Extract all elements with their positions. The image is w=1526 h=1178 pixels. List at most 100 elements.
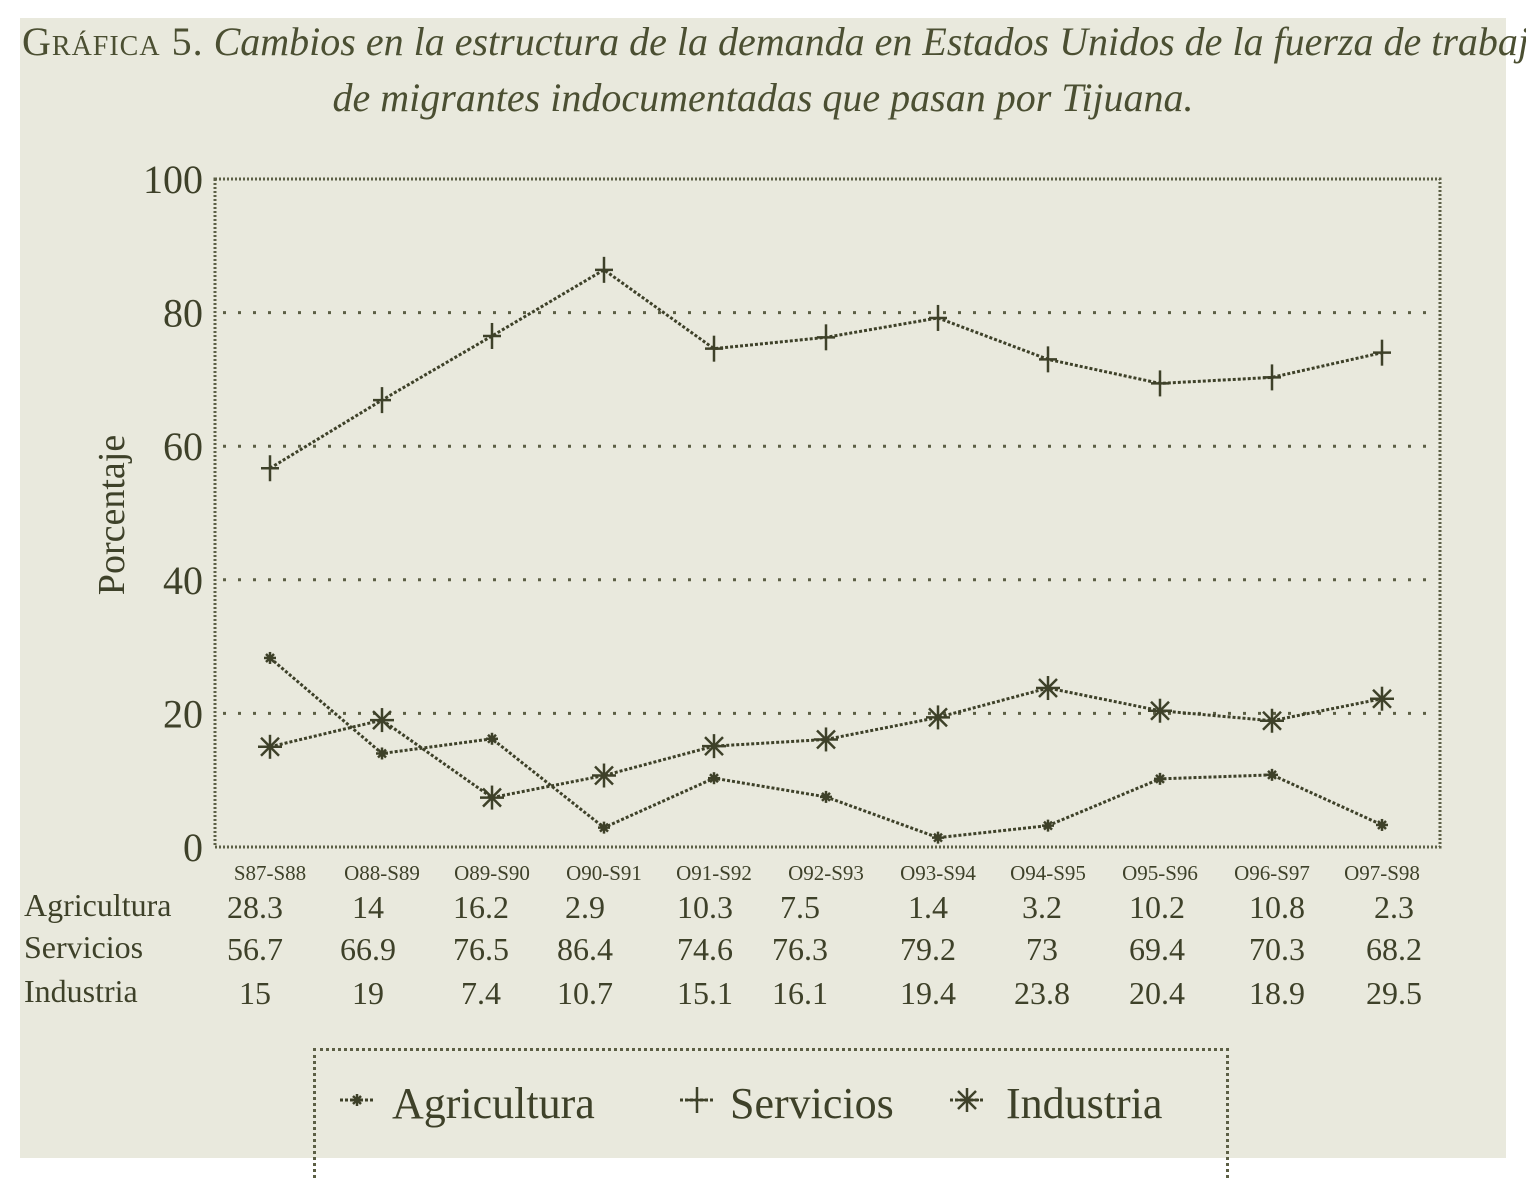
legend-marker-servicios bbox=[688, 1087, 706, 1113]
title-prefix: Gráfica 5. bbox=[22, 19, 204, 64]
data-point-agricultura bbox=[708, 772, 720, 785]
data-point-agricultura bbox=[1154, 772, 1166, 785]
data-point-industria bbox=[258, 734, 282, 759]
legend-box bbox=[313, 1048, 1229, 1178]
data-point-servicios bbox=[1263, 364, 1281, 391]
table-cell: 10.2 bbox=[1129, 889, 1185, 925]
table-cell: 15 bbox=[239, 975, 271, 1011]
data-point-servicios bbox=[483, 322, 501, 349]
data-point-servicios bbox=[261, 455, 279, 482]
data-point-agricultura bbox=[598, 821, 610, 834]
table-cell: 14 bbox=[352, 889, 384, 925]
table-cell: 16.2 bbox=[453, 889, 509, 925]
table-cell: 7.4 bbox=[461, 975, 501, 1011]
series-layer bbox=[258, 256, 1394, 844]
data-point-agricultura bbox=[264, 651, 276, 664]
plot-frame bbox=[213, 177, 1442, 849]
x-tick-label: S87-S88 bbox=[234, 861, 306, 885]
table-cell: 10.8 bbox=[1249, 889, 1305, 925]
data-point-industria bbox=[926, 705, 950, 730]
data-point-servicios bbox=[817, 324, 835, 351]
x-tick-label: O94-S95 bbox=[1010, 861, 1086, 885]
table-cell: 86.4 bbox=[557, 931, 613, 967]
data-point-industria bbox=[592, 763, 616, 788]
data-table: Agricultura 28.3 14 16.2 2.9 10.3 7.5 1.4 3.2 10.… bbox=[24, 887, 1422, 1011]
table-cell: 29.5 bbox=[1366, 975, 1422, 1011]
table-row-label: Industria bbox=[24, 973, 138, 1009]
x-tick-label: O91-S92 bbox=[676, 861, 752, 885]
data-point-agricultura bbox=[1042, 819, 1054, 832]
series-line-servicios bbox=[269, 268, 1383, 470]
x-tick-label: O95-S96 bbox=[1122, 861, 1198, 885]
table-cell: 18.9 bbox=[1249, 975, 1305, 1011]
table-row-label: Agricultura bbox=[24, 887, 172, 923]
legend-label: Agricultura bbox=[392, 1079, 595, 1128]
data-point-agricultura bbox=[1376, 818, 1388, 831]
table-cell: 73 bbox=[1026, 931, 1058, 967]
grid-layer bbox=[223, 311, 1432, 715]
data-point-industria bbox=[1148, 698, 1172, 723]
y-tick-label: 0 bbox=[183, 825, 203, 870]
chart-title-line2: de migrantes indocumentadas que pasan po… bbox=[332, 75, 1194, 120]
y-tick-label: 60 bbox=[163, 424, 203, 469]
table-cell: 20.4 bbox=[1129, 975, 1185, 1011]
table-cell: 76.3 bbox=[772, 931, 828, 967]
x-tick-label: O93-S94 bbox=[900, 861, 976, 885]
x-tick-label: O89-S90 bbox=[454, 861, 530, 885]
legend-marker-agricultura bbox=[351, 1094, 363, 1106]
data-point-servicios bbox=[929, 304, 947, 331]
table-cell: 79.2 bbox=[900, 931, 956, 967]
data-point-agricultura bbox=[820, 790, 832, 803]
x-tick-label: O92-S93 bbox=[788, 861, 864, 885]
table-cell: 76.5 bbox=[453, 931, 509, 967]
data-point-agricultura bbox=[376, 747, 388, 760]
y-tick-label: 40 bbox=[163, 558, 203, 603]
y-axis-label: Porcentaje bbox=[91, 435, 133, 595]
title-text: Cambios en la estructura de la demanda e… bbox=[213, 19, 1526, 64]
chart-title-line1: Gráfica 5. Cambios en la estructura de l… bbox=[22, 18, 1526, 65]
data-point-industria bbox=[370, 708, 394, 733]
data-point-servicios bbox=[1373, 339, 1391, 366]
data-point-servicios bbox=[1039, 346, 1057, 373]
table-cell: 74.6 bbox=[677, 931, 733, 967]
table-cell: 66.9 bbox=[340, 931, 396, 967]
data-point-industria bbox=[1260, 708, 1284, 733]
data-point-industria bbox=[1370, 686, 1394, 711]
table-cell: 28.3 bbox=[227, 889, 283, 925]
data-point-servicios bbox=[1151, 370, 1169, 397]
table-cell: 23.8 bbox=[1014, 975, 1070, 1011]
table-cell: 69.4 bbox=[1129, 931, 1185, 967]
table-cell: 70.3 bbox=[1249, 931, 1305, 967]
table-cell: 2.9 bbox=[565, 889, 605, 925]
data-point-industria bbox=[814, 727, 838, 752]
data-point-servicios bbox=[705, 335, 723, 362]
data-point-industria bbox=[702, 734, 726, 759]
table-row-label: Servicios bbox=[24, 929, 143, 965]
table-cell: 68.2 bbox=[1366, 931, 1422, 967]
table-cell: 7.5 bbox=[780, 889, 820, 925]
x-tick-label: O96-S97 bbox=[1234, 861, 1310, 885]
table-cell: 56.7 bbox=[227, 931, 283, 967]
legend-label: Servicios bbox=[730, 1079, 894, 1128]
legend-marker-industria bbox=[955, 1088, 979, 1112]
table-cell: 10.3 bbox=[677, 889, 733, 925]
data-point-agricultura bbox=[486, 732, 498, 745]
y-tick-label: 20 bbox=[163, 691, 203, 736]
table-cell: 1.4 bbox=[908, 889, 948, 925]
data-point-industria bbox=[480, 785, 504, 810]
table-cell: 16.1 bbox=[772, 975, 828, 1011]
table-cell: 19.4 bbox=[900, 975, 956, 1011]
data-point-industria bbox=[1036, 676, 1060, 701]
y-tick-label: 100 bbox=[143, 157, 203, 202]
y-tick-label: 80 bbox=[163, 291, 203, 336]
paper-background bbox=[20, 18, 1506, 1158]
table-cell: 2.3 bbox=[1374, 889, 1414, 925]
table-cell: 19 bbox=[352, 975, 384, 1011]
axes-layer: 0 20 40 60 80 100 Porcentaje S87-S88 O88-S89 O89-… bbox=[91, 157, 1442, 885]
x-tick-label: O90-S91 bbox=[566, 861, 642, 885]
data-point-servicios bbox=[595, 256, 613, 283]
legend-label: Industria bbox=[1006, 1079, 1162, 1128]
x-tick-label: O97-S98 bbox=[1344, 861, 1420, 885]
table-cell: 10.7 bbox=[557, 975, 613, 1011]
